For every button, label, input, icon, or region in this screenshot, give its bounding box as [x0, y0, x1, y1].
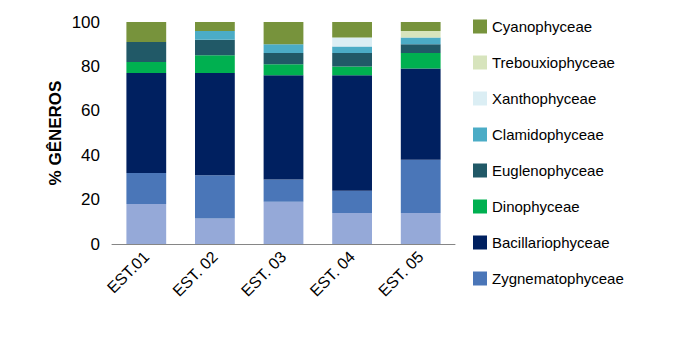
svg-text:EST. 03: EST. 03 [238, 248, 290, 300]
svg-text:Cyanophyceae: Cyanophyceae [492, 18, 592, 35]
svg-text:Dinophyceae: Dinophyceae [492, 198, 580, 215]
svg-text:Zygnematophyceae: Zygnematophyceae [492, 270, 624, 287]
svg-text:20: 20 [81, 190, 100, 209]
svg-text:Clamidophyceae: Clamidophyceae [492, 126, 604, 143]
svg-text:Bacillariophyceae: Bacillariophyceae [492, 234, 610, 251]
svg-text:EST.01: EST.01 [104, 248, 153, 297]
svg-text:EST. 05: EST. 05 [375, 248, 427, 300]
svg-text:80: 80 [81, 57, 100, 76]
svg-text:0: 0 [91, 235, 100, 254]
svg-text:Trebouxiophyceae: Trebouxiophyceae [492, 54, 615, 71]
svg-text:EST. 04: EST. 04 [307, 248, 359, 300]
svg-text:40: 40 [81, 146, 100, 165]
svg-text:100: 100 [72, 13, 100, 32]
svg-text:Xanthophyceae: Xanthophyceae [492, 90, 596, 107]
svg-text:60: 60 [81, 101, 100, 120]
svg-text:Euglenophyceae: Euglenophyceae [492, 162, 604, 179]
svg-text:EST. 02: EST. 02 [169, 248, 221, 300]
svg-text:% GÊNEROS: % GÊNEROS [46, 81, 65, 186]
